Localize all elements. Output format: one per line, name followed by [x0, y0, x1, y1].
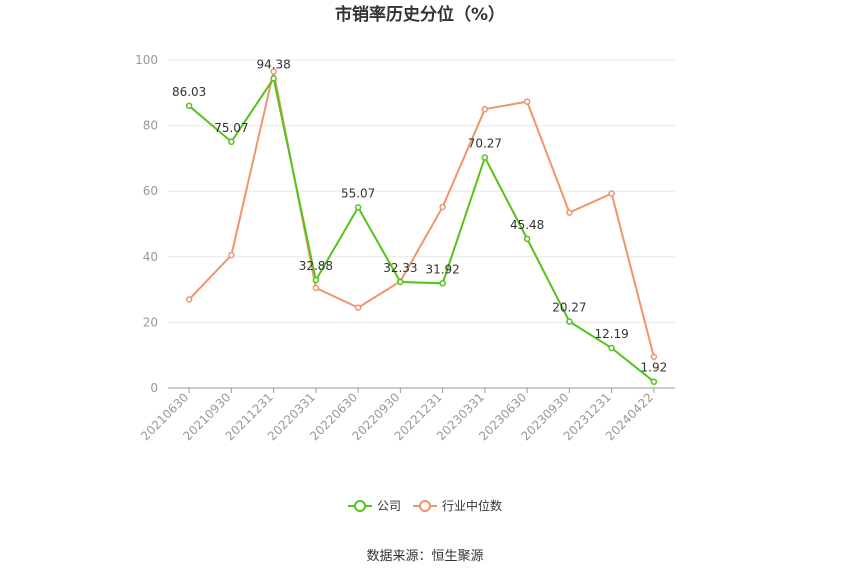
data-point[interactable] — [608, 344, 615, 352]
legend-item-0[interactable]: 公司 — [348, 499, 401, 513]
data-label: 20.27 — [552, 301, 586, 315]
data-point[interactable] — [354, 204, 362, 211]
y-tick-label: 20 — [143, 315, 158, 329]
grid — [168, 59, 675, 323]
data-point[interactable] — [270, 75, 277, 82]
data-point[interactable] — [354, 304, 362, 311]
data-label: 75.07 — [214, 121, 248, 135]
data-point[interactable] — [312, 284, 320, 292]
y-tick-label: 80 — [143, 119, 158, 133]
series-group — [185, 68, 658, 385]
data-label: 45.48 — [510, 218, 544, 232]
data-point[interactable] — [185, 102, 193, 110]
data-point[interactable] — [312, 276, 320, 284]
data-label: 32.88 — [299, 259, 333, 273]
data-label: 55.07 — [341, 186, 375, 200]
data-labels: 86.03 75.07 94.38 32.88 55.07 32.33 31.92 70.27… — [172, 57, 667, 374]
data-label: 70.27 — [468, 137, 502, 151]
data-point[interactable] — [650, 353, 658, 361]
data-point[interactable] — [608, 190, 615, 197]
source-note: 数据来源：恒生聚源 — [366, 549, 483, 564]
x-axis: 2021063020210930202112312022033120220630… — [138, 387, 675, 443]
chart-title: 市销率历史分位（%） — [335, 4, 505, 25]
y-tick-label: 60 — [143, 184, 158, 198]
data-point[interactable] — [397, 278, 404, 286]
y-axis: 0 20 40 60 80 100 — [135, 53, 158, 395]
legend-item-1[interactable]: 行业中位数 — [413, 498, 502, 513]
legend-swatch-marker — [419, 500, 431, 512]
data-label: 1.92 — [641, 361, 668, 375]
y-tick-label: 0 — [150, 381, 158, 395]
data-point[interactable] — [481, 105, 489, 113]
data-point[interactable] — [439, 280, 446, 287]
data-point[interactable] — [439, 203, 446, 211]
series-line-1 — [188, 71, 655, 358]
data-label: 31.92 — [425, 262, 459, 276]
legend-label: 行业中位数 — [442, 498, 502, 513]
data-point[interactable] — [650, 378, 658, 385]
data-point[interactable] — [566, 318, 573, 325]
y-tick-label: 100 — [135, 53, 158, 67]
data-point[interactable] — [481, 154, 489, 161]
data-point[interactable] — [270, 68, 277, 75]
data-point[interactable] — [228, 251, 235, 259]
data-point[interactable] — [566, 209, 573, 216]
legend-label: 公司 — [377, 499, 401, 513]
data-point[interactable] — [185, 296, 193, 303]
series-line-0 — [188, 75, 655, 383]
data-label: 94.38 — [256, 57, 290, 71]
legend[interactable]: 公司 行业中位数 — [348, 498, 502, 513]
data-label: 32.33 — [383, 261, 417, 275]
data-label: 86.03 — [172, 85, 206, 99]
data-point[interactable] — [523, 98, 531, 105]
data-point[interactable] — [523, 235, 531, 243]
data-point[interactable] — [228, 138, 235, 146]
legend-swatch-marker — [354, 500, 366, 512]
y-tick-label: 40 — [143, 250, 158, 264]
data-label: 12.19 — [594, 327, 628, 341]
